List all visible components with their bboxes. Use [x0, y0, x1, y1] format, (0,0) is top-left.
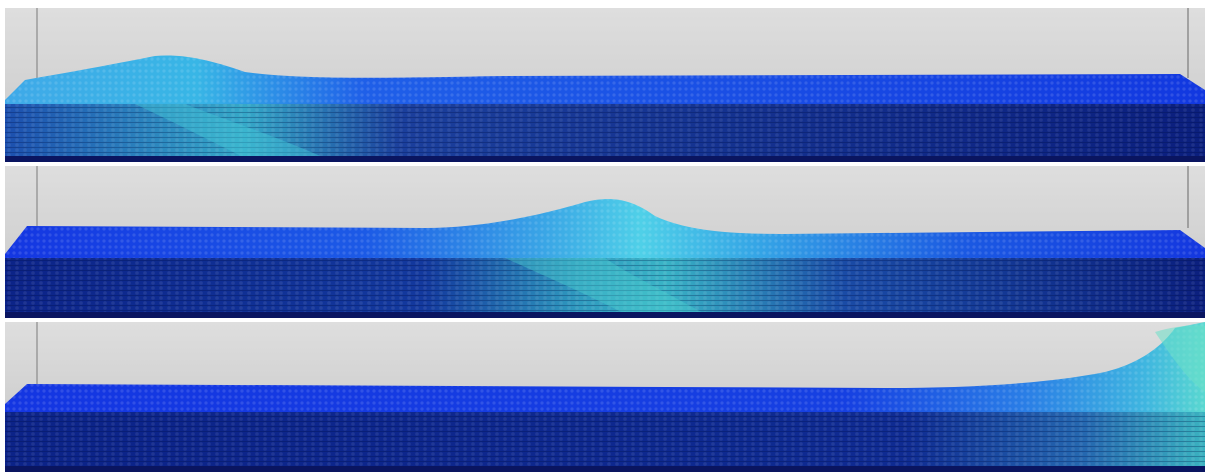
fluid-side-texture: [5, 104, 1205, 158]
fluid-side-texture: [5, 258, 1205, 314]
fluid-surface-texture: [5, 322, 1205, 418]
simulation-frame-3: [5, 322, 1205, 472]
simulation-frame-1: [5, 8, 1205, 162]
frame-3-render: [5, 322, 1205, 472]
fluid-surface-texture: [5, 55, 1205, 108]
floor-line: [5, 156, 1205, 162]
fluid-surface-texture: [5, 198, 1205, 262]
simulation-frame-2: [5, 166, 1205, 318]
wave-crest: [1155, 325, 1205, 392]
wave-trail: [505, 258, 705, 314]
wave-trail: [135, 104, 325, 158]
fluid-side-texture: [5, 412, 1205, 468]
frame-2-render: [5, 166, 1205, 318]
floor-line: [5, 466, 1205, 472]
floor-line: [5, 312, 1205, 318]
frame-1-render: [5, 8, 1205, 162]
